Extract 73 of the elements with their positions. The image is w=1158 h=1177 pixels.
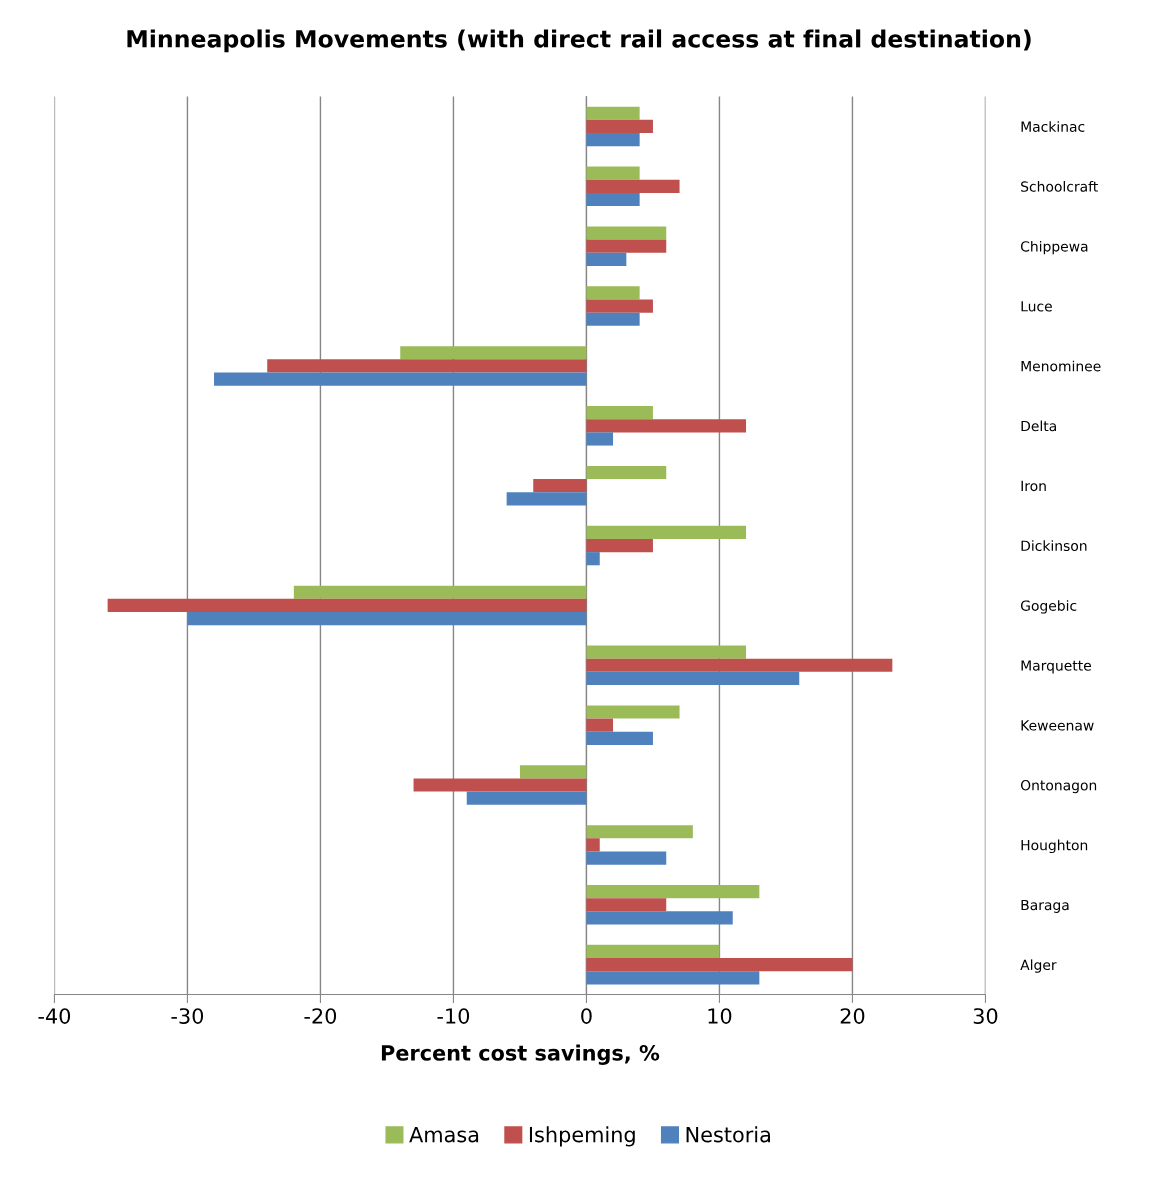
- bar: [586, 552, 600, 566]
- bar: [586, 718, 614, 732]
- bar: [400, 346, 587, 360]
- bar: [586, 898, 667, 912]
- bar: [586, 432, 614, 446]
- y-tick-label: Chippewa: [1020, 240, 1088, 255]
- bar: [586, 944, 720, 959]
- bar: [586, 705, 680, 719]
- bar: [506, 492, 587, 506]
- x-tick-label: 0: [581, 1008, 592, 1024]
- bar: [586, 731, 653, 745]
- y-tick-label: Menominee: [1021, 360, 1101, 372]
- x-axis-title: Percent cost savings, %: [381, 1044, 660, 1065]
- legend-label: Amasa: [409, 1126, 479, 1143]
- bar: [586, 658, 893, 672]
- x-tick-label: -10: [437, 1008, 470, 1024]
- y-tick-label: Dickinson: [1021, 540, 1087, 552]
- y-tick-label: Alger: [1020, 959, 1057, 973]
- bar: [586, 192, 640, 207]
- y-tick-label: Keweenaw: [1021, 720, 1094, 731]
- legend-label: Ishpeming: [529, 1126, 635, 1147]
- x-tick-label: -40: [38, 1008, 71, 1024]
- bar: [586, 286, 640, 300]
- bar: [586, 838, 600, 852]
- bar: [586, 406, 653, 420]
- x-tick-label: -20: [304, 1008, 337, 1024]
- bar: [586, 119, 653, 134]
- bar: [413, 778, 587, 792]
- y-tick-label: Iron: [1021, 480, 1046, 492]
- y-tick-label: Schoolcraft: [1021, 181, 1098, 192]
- bar: [586, 525, 747, 539]
- bar: [519, 765, 587, 779]
- bar: [586, 885, 760, 899]
- bar: [586, 538, 653, 553]
- x-tick-label: 20: [840, 1008, 865, 1024]
- y-tick-label: Mackinac: [1021, 121, 1085, 132]
- bar: [586, 958, 853, 972]
- y-tick-label: Marquette: [1021, 660, 1091, 674]
- bar: [586, 465, 667, 480]
- bar: [586, 671, 800, 686]
- bar: [586, 299, 653, 313]
- bar: [586, 825, 693, 839]
- bar: [586, 226, 667, 240]
- bar: [586, 645, 747, 659]
- bar: [586, 166, 640, 180]
- bar: [586, 252, 627, 266]
- y-tick-label: Luce: [1021, 301, 1052, 312]
- y-tick-label: Houghton: [1021, 839, 1088, 854]
- bar: [466, 791, 587, 805]
- bar: [293, 585, 587, 599]
- bar: [586, 419, 747, 433]
- bar: [107, 598, 587, 612]
- bar: [533, 479, 587, 493]
- x-tick-label: -30: [171, 1008, 204, 1024]
- bar: [586, 239, 667, 253]
- bar: [586, 971, 760, 985]
- bar: [586, 851, 667, 865]
- legend-label: Nestoria: [686, 1126, 770, 1143]
- x-tick-label: 30: [973, 1008, 998, 1024]
- chart-title: Minneapolis Movements (with direct rail access at final destination): [127, 29, 1031, 53]
- bar: [267, 359, 587, 373]
- bar: [586, 312, 640, 326]
- bar: [187, 612, 587, 626]
- y-tick-label: Gogebic: [1020, 600, 1077, 614]
- y-tick-label: Ontonagon: [1020, 779, 1097, 794]
- y-tick-label: Baraga: [1021, 899, 1069, 913]
- bar: [586, 106, 640, 120]
- bar: [586, 911, 733, 925]
- bar: [586, 179, 680, 193]
- bar: [214, 372, 587, 386]
- x-tick-label: 10: [708, 1008, 732, 1024]
- bar: [586, 133, 640, 147]
- y-tick-label: Delta: [1021, 420, 1056, 432]
